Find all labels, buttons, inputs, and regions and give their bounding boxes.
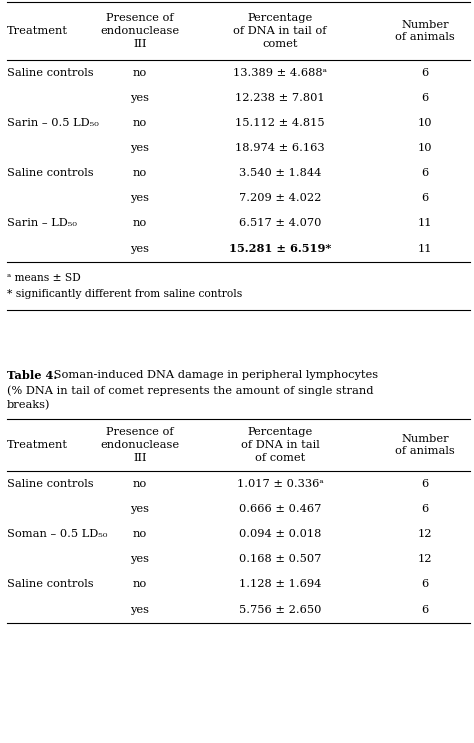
Text: 0.094 ± 0.018: 0.094 ± 0.018 (239, 529, 321, 539)
Text: 5.756 ± 2.650: 5.756 ± 2.650 (239, 605, 321, 615)
Text: 6: 6 (421, 93, 428, 103)
Text: Saline controls: Saline controls (7, 579, 94, 589)
Text: Presence of: Presence of (106, 427, 174, 437)
Text: of DNA in tail of: of DNA in tail of (233, 26, 327, 36)
Text: III: III (133, 39, 147, 49)
Text: Saline controls: Saline controls (7, 168, 94, 178)
Text: yes: yes (130, 93, 149, 103)
Text: yes: yes (130, 193, 149, 203)
Text: yes: yes (130, 143, 149, 153)
Text: Sarin – LD₅₀: Sarin – LD₅₀ (7, 218, 77, 228)
Text: yes: yes (130, 554, 149, 564)
Text: Number: Number (401, 433, 449, 444)
Text: III: III (133, 453, 147, 463)
Text: of animals: of animals (395, 33, 455, 42)
Text: Soman – 0.5 LD₅₀: Soman – 0.5 LD₅₀ (7, 529, 108, 539)
Text: 12: 12 (418, 529, 432, 539)
Text: endonuclease: endonuclease (100, 26, 180, 36)
Text: Treatment: Treatment (7, 440, 68, 450)
Text: 7.209 ± 4.022: 7.209 ± 4.022 (239, 193, 321, 203)
Text: 1.128 ± 1.694: 1.128 ± 1.694 (239, 579, 321, 589)
Text: Percentage: Percentage (247, 13, 313, 23)
Text: 6: 6 (421, 605, 428, 615)
Text: 6: 6 (421, 193, 428, 203)
Text: comet: comet (262, 39, 298, 49)
Text: no: no (133, 579, 147, 589)
Text: Soman-induced DNA damage in peripheral lymphocytes: Soman-induced DNA damage in peripheral l… (50, 370, 378, 380)
Text: 15.112 ± 4.815: 15.112 ± 4.815 (235, 118, 325, 128)
Text: 18.974 ± 6.163: 18.974 ± 6.163 (235, 143, 325, 153)
Text: 11: 11 (418, 244, 432, 254)
Text: of DNA in tail: of DNA in tail (241, 440, 319, 450)
Text: no: no (133, 529, 147, 539)
Text: Number: Number (401, 19, 449, 30)
Text: 6: 6 (421, 579, 428, 589)
Text: 12: 12 (418, 554, 432, 564)
Text: (% DNA in tail of comet represents the amount of single strand: (% DNA in tail of comet represents the a… (7, 385, 374, 395)
Text: 0.168 ± 0.507: 0.168 ± 0.507 (239, 554, 321, 564)
Text: 10: 10 (418, 118, 432, 128)
Text: endonuclease: endonuclease (100, 440, 180, 450)
Text: of comet: of comet (255, 453, 305, 463)
Text: no: no (133, 218, 147, 228)
Text: yes: yes (130, 504, 149, 514)
Text: yes: yes (130, 244, 149, 254)
Text: breaks): breaks) (7, 400, 51, 410)
Text: 11: 11 (418, 218, 432, 228)
Text: Table 4.: Table 4. (7, 370, 57, 381)
Text: 6: 6 (421, 504, 428, 514)
Text: 12.238 ± 7.801: 12.238 ± 7.801 (235, 93, 325, 103)
Text: ᵃ means ± SD: ᵃ means ± SD (7, 273, 81, 283)
Text: Treatment: Treatment (7, 26, 68, 36)
Text: no: no (133, 118, 147, 128)
Text: no: no (133, 479, 147, 489)
Text: Presence of: Presence of (106, 13, 174, 23)
Text: 1.017 ± 0.336ᵃ: 1.017 ± 0.336ᵃ (237, 479, 323, 489)
Text: 0.666 ± 0.467: 0.666 ± 0.467 (239, 504, 321, 514)
Text: 13.389 ± 4.688ᵃ: 13.389 ± 4.688ᵃ (233, 68, 327, 78)
Text: 6.517 ± 4.070: 6.517 ± 4.070 (239, 218, 321, 228)
Text: no: no (133, 168, 147, 178)
Text: 6: 6 (421, 68, 428, 78)
Text: of animals: of animals (395, 447, 455, 456)
Text: Saline controls: Saline controls (7, 68, 94, 78)
Text: Percentage: Percentage (247, 427, 313, 437)
Text: 15.281 ± 6.519*: 15.281 ± 6.519* (229, 244, 331, 255)
Text: 6: 6 (421, 168, 428, 178)
Text: no: no (133, 68, 147, 78)
Text: * significantly different from saline controls: * significantly different from saline co… (7, 289, 242, 299)
Text: Sarin – 0.5 LD₅₀: Sarin – 0.5 LD₅₀ (7, 118, 99, 128)
Text: 3.540 ± 1.844: 3.540 ± 1.844 (239, 168, 321, 178)
Text: 6: 6 (421, 479, 428, 489)
Text: Saline controls: Saline controls (7, 479, 94, 489)
Text: yes: yes (130, 605, 149, 615)
Text: 10: 10 (418, 143, 432, 153)
